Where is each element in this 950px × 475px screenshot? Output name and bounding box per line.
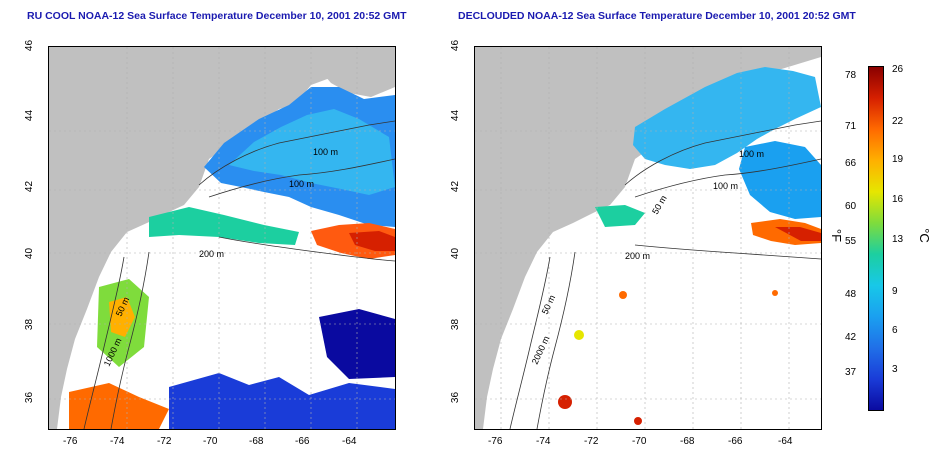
warm-patch [772,290,778,296]
land-mass [49,47,395,429]
lon-tick: -72 [157,436,172,447]
lat-tick: 40 [450,247,462,260]
lat-tick: 36 [24,391,36,404]
lat-tick: 38 [24,318,36,331]
lon-tick: -76 [488,436,503,447]
lon-tick: -66 [295,436,310,447]
fahrenheit-tick: 42 [845,332,857,343]
lat-tick: 44 [450,109,462,122]
warm-patch [574,330,584,340]
contour-label: 100 m [713,181,738,191]
lon-tick: -70 [632,436,647,447]
cool-water-east [739,141,821,219]
celsius-tick: 6 [892,325,898,336]
fahrenheit-unit-label: °F [829,228,845,243]
contour-label: 100 m [739,149,764,159]
shelf-water [149,207,299,245]
lon-tick: -66 [728,436,743,447]
lon-tick: -76 [63,436,78,447]
fahrenheit-tick: 60 [845,201,857,212]
lat-tick: 36 [450,391,462,404]
celsius-unit-label: °C [916,228,932,243]
temperature-colorbar [868,66,884,411]
lat-tick: 42 [450,180,462,193]
southern-cold-patch [169,373,395,429]
shelf-water [595,205,645,227]
cool-water-north [229,109,395,195]
gulf-stream-core [775,227,821,241]
celsius-tick: 3 [892,364,898,375]
fahrenheit-tick: 37 [845,367,857,378]
warm-patch [619,291,627,299]
lon-tick: -68 [680,436,695,447]
fahrenheit-tick: 78 [845,70,857,81]
lon-tick: -68 [249,436,264,447]
warm-patch [558,395,572,409]
south-shelf-warm [109,297,135,337]
fahrenheit-tick: 55 [845,236,857,247]
bathymetry-contours [83,120,395,429]
right-sst-map: 100 m 100 m 50 m 200 m 50 m 2000 m [474,46,822,430]
lon-tick: -74 [110,436,125,447]
lon-tick: -70 [203,436,218,447]
contour-label: 100 m [289,179,314,189]
celsius-tick: 16 [892,194,904,205]
lat-tick: 40 [24,247,36,260]
contour-label: 100 m [313,147,338,157]
lat-tick: 38 [450,318,462,331]
lon-tick: -72 [584,436,599,447]
lon-tick: -64 [778,436,793,447]
celsius-tick: 22 [892,116,904,127]
left-sst-map: 100 m 100 m 200 m 50 m 1000 m [48,46,396,430]
lat-tick: 46 [450,39,462,52]
contour-label: 200 m [199,249,224,259]
cold-water-north [633,67,821,169]
land-mass-east [309,47,395,97]
fahrenheit-tick: 48 [845,289,857,300]
contour-label: 200 m [625,251,650,261]
right-panel-title: DECLOUDED NOAA-12 Sea Surface Temperatur… [458,10,856,22]
left-panel-title: RU COOL NOAA-12 Sea Surface Temperature … [27,10,407,22]
fahrenheit-tick: 66 [845,158,857,169]
celsius-tick: 19 [892,154,904,165]
lon-tick: -74 [536,436,551,447]
gulf-stream-core [349,231,395,251]
bathymetry-contours [509,120,821,429]
celsius-tick: 9 [892,286,898,297]
celsius-tick: 26 [892,64,904,75]
lat-tick: 42 [24,180,36,193]
celsius-tick: 13 [892,234,904,245]
right-map-svg: 100 m 100 m 50 m 200 m 50 m 2000 m [475,47,821,429]
lat-lon-grid [475,47,821,429]
land-mass [475,47,821,429]
lat-tick: 46 [24,39,36,52]
left-map-svg: 100 m 100 m 200 m 50 m 1000 m [49,47,395,429]
warm-patch [634,417,642,425]
southern-warm-patch [69,383,169,429]
lon-tick: -64 [342,436,357,447]
lat-lon-grid [49,47,395,429]
fahrenheit-tick: 71 [845,121,857,132]
lat-tick: 44 [24,109,36,122]
